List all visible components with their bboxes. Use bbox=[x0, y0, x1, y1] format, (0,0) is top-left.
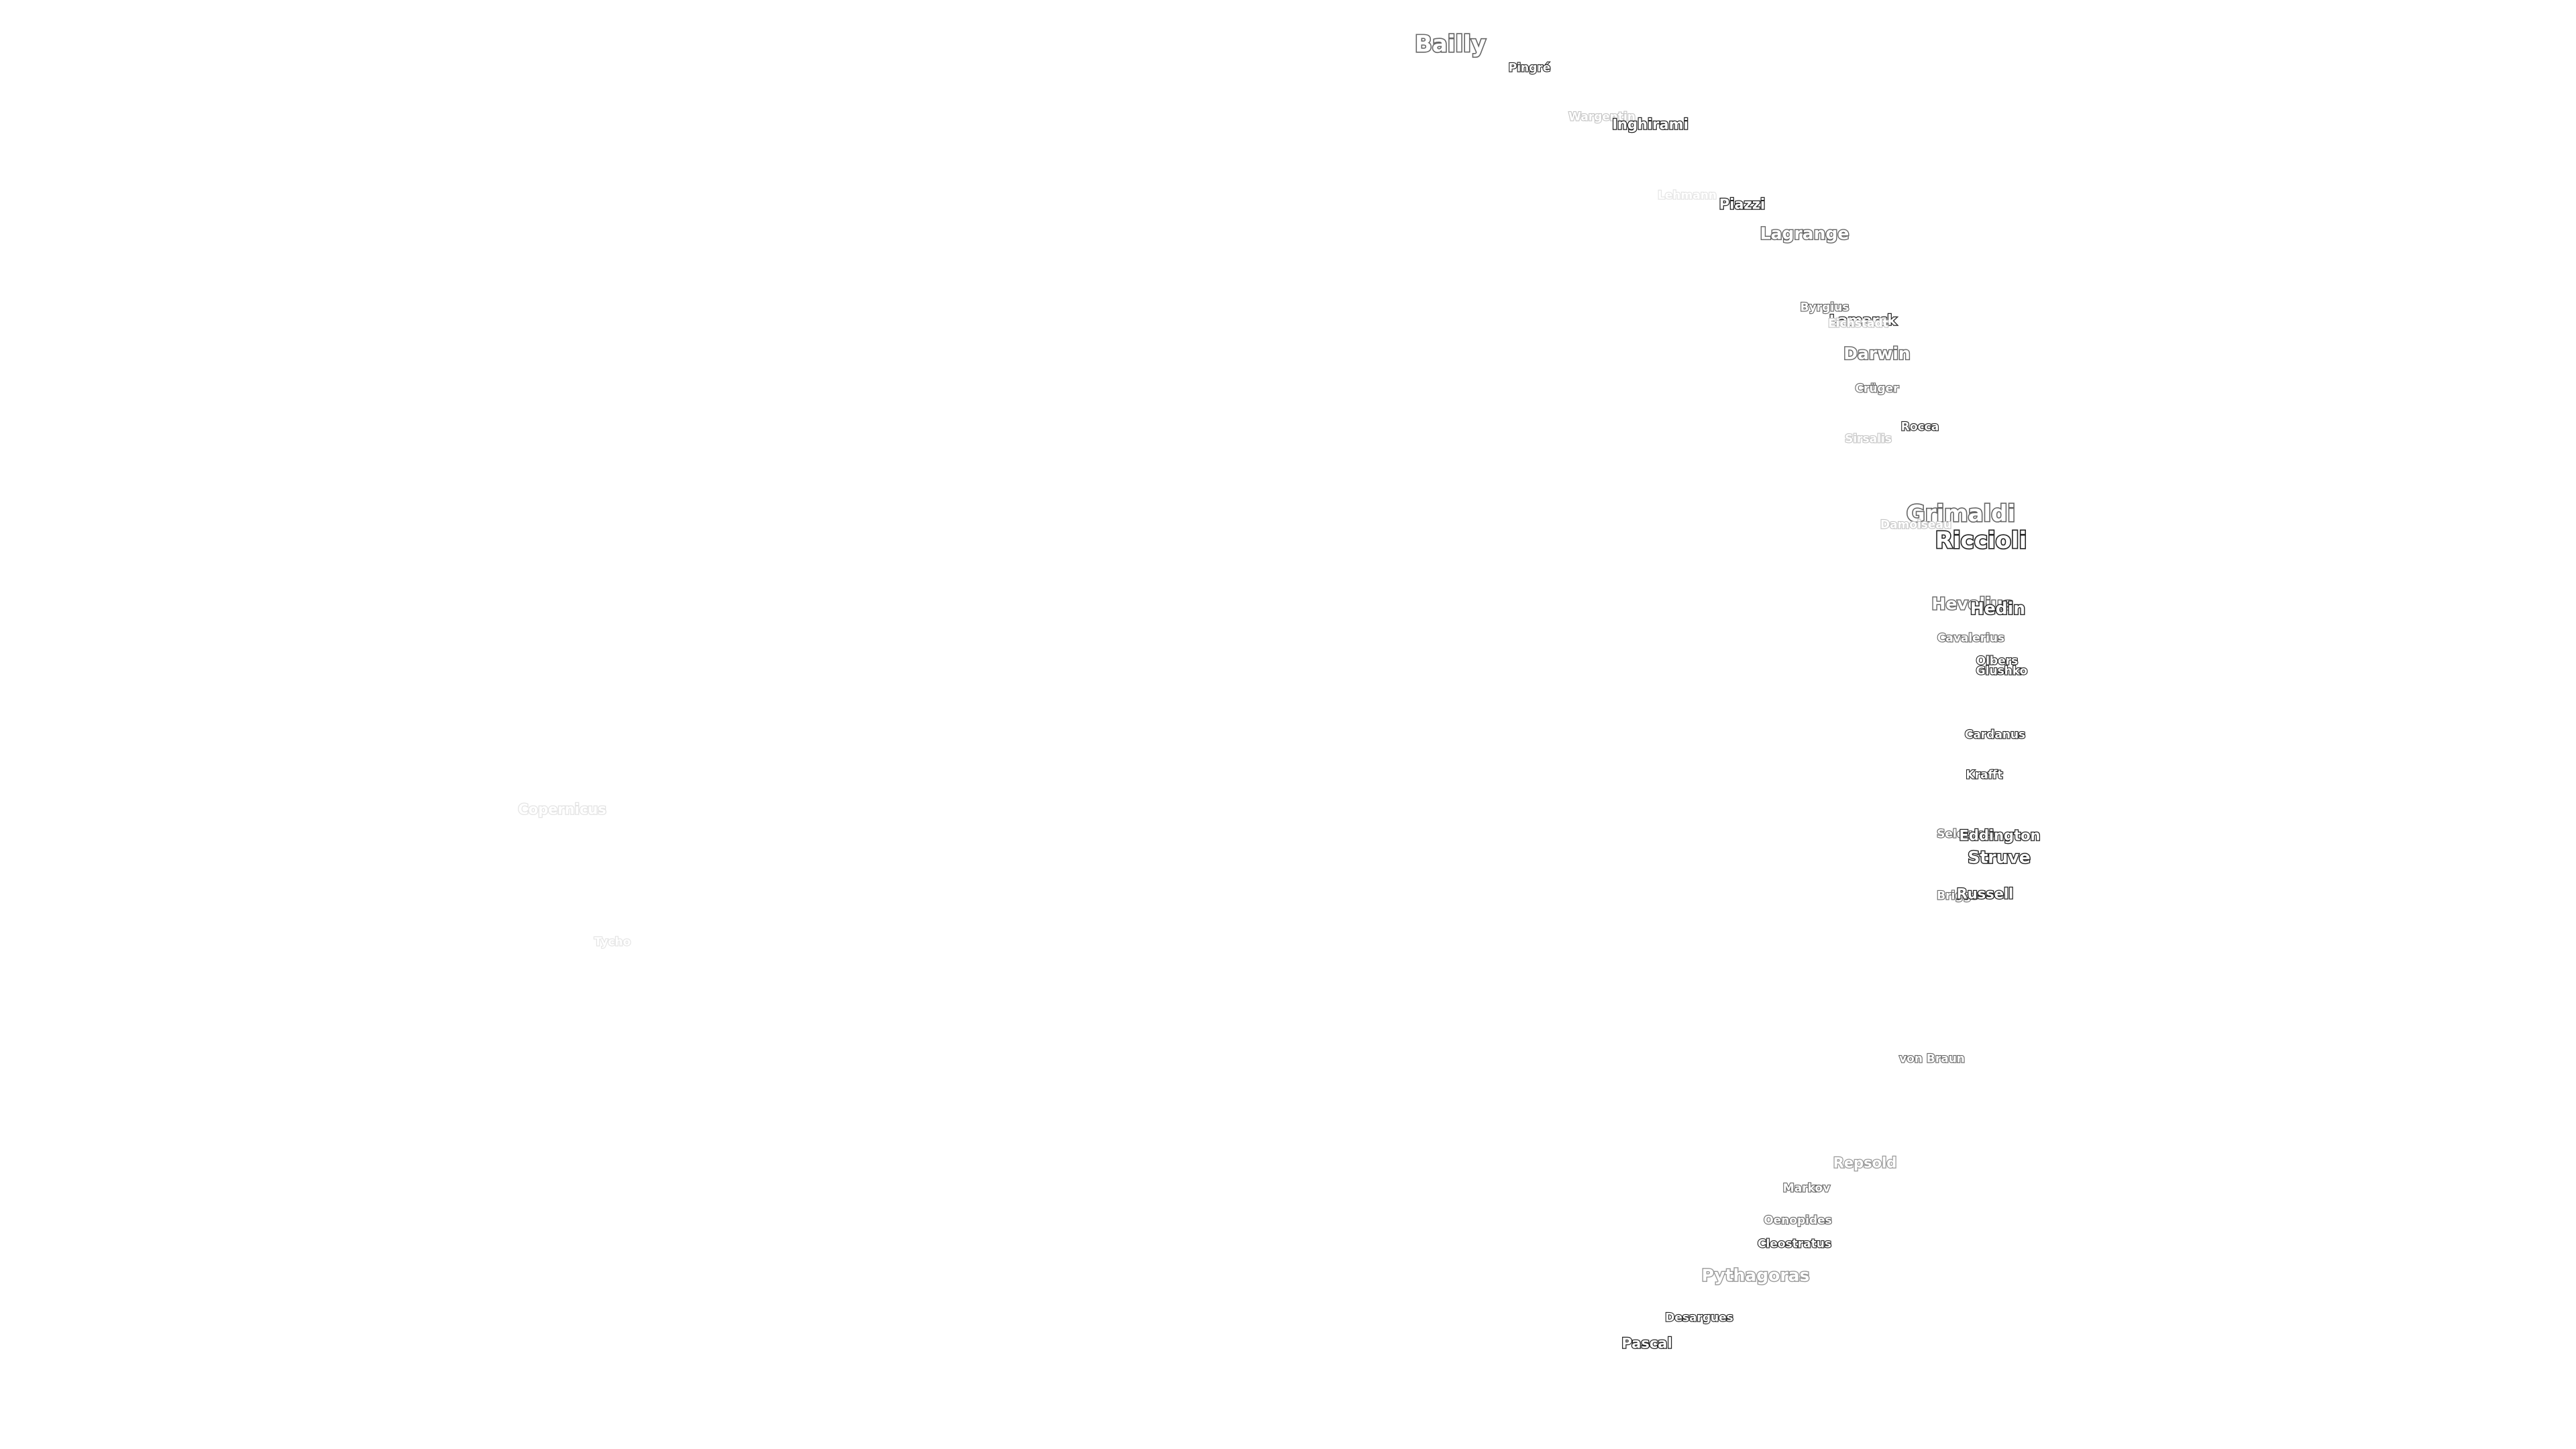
crater-label-inghirami: Inghirami bbox=[1611, 116, 1689, 133]
crater-label-hedin: Hedin bbox=[1970, 598, 2027, 619]
crater-label-piazzi: Piazzi bbox=[1719, 196, 1766, 213]
crater-label-grimaldi: Grimaldi bbox=[1905, 500, 2017, 527]
crater-label-struve: Struve bbox=[1967, 847, 2031, 867]
crater-label-rocca: Rocca bbox=[1900, 420, 1940, 434]
crater-label-olbers: Olbers bbox=[1976, 654, 2019, 668]
crater-label-pythagoras: Pythagoras bbox=[1701, 1265, 1811, 1285]
crater-label-byrgius: Byrgius bbox=[1800, 301, 1850, 315]
crater-label-damoiseau: Damoiseau bbox=[1880, 518, 1952, 532]
crater-label-copernicus: Copernicus bbox=[517, 801, 607, 818]
crater-label-cavalerius: Cavalerius bbox=[1937, 631, 2006, 645]
crater-label-briggs: Briggs bbox=[1936, 889, 1979, 903]
crater-label-cleostratus: Cleostratus bbox=[1757, 1237, 1832, 1251]
crater-label-markov: Markov bbox=[1782, 1181, 1831, 1195]
crater-label-eichstadt: Eichstadt bbox=[1827, 317, 1889, 331]
crater-label-repsold: Repsold bbox=[1832, 1155, 1897, 1171]
crater-label-lehmann: Lehmann bbox=[1657, 189, 1717, 203]
crater-label-glushko: Glushko bbox=[1976, 664, 2029, 678]
crater-label-desargues: Desargues bbox=[1664, 1311, 1734, 1325]
crater-label-eddington: Eddington bbox=[1958, 827, 2041, 844]
crater-label-darwin: Darwin bbox=[1843, 343, 1911, 364]
crater-label-bailly: Bailly bbox=[1413, 31, 1487, 58]
crater-label-hevelius: Hevelius bbox=[1931, 594, 2014, 614]
crater-label-seleucus: Seleucus bbox=[1936, 827, 1995, 841]
crater-label-pascal: Pascal bbox=[1621, 1335, 1673, 1352]
crater-label-lamarck: Lamarck bbox=[1829, 312, 1898, 329]
crater-label-krafft: Krafft bbox=[1965, 768, 2003, 782]
crater-label-sirsalis: Sirsalis bbox=[1844, 432, 1892, 446]
crater-label-riccioli: Riccioli bbox=[1934, 527, 2028, 554]
crater-label-lagrange: Lagrange bbox=[1759, 223, 1849, 244]
crater-label-von-braun: von Braun bbox=[1898, 1052, 1966, 1066]
crater-label-pingre: Pingré bbox=[1508, 61, 1552, 75]
crater-label-wargentin: Wargentin bbox=[1568, 110, 1636, 124]
crater-label-cardanus: Cardanus bbox=[1964, 728, 2027, 742]
crater-label-russell: Russell bbox=[1955, 885, 2014, 902]
crater-label-cruger: Crüger bbox=[1854, 382, 1899, 396]
crater-label-oenopides: Oenopides bbox=[1763, 1214, 1833, 1228]
crater-label-tycho: Tycho bbox=[594, 935, 632, 949]
